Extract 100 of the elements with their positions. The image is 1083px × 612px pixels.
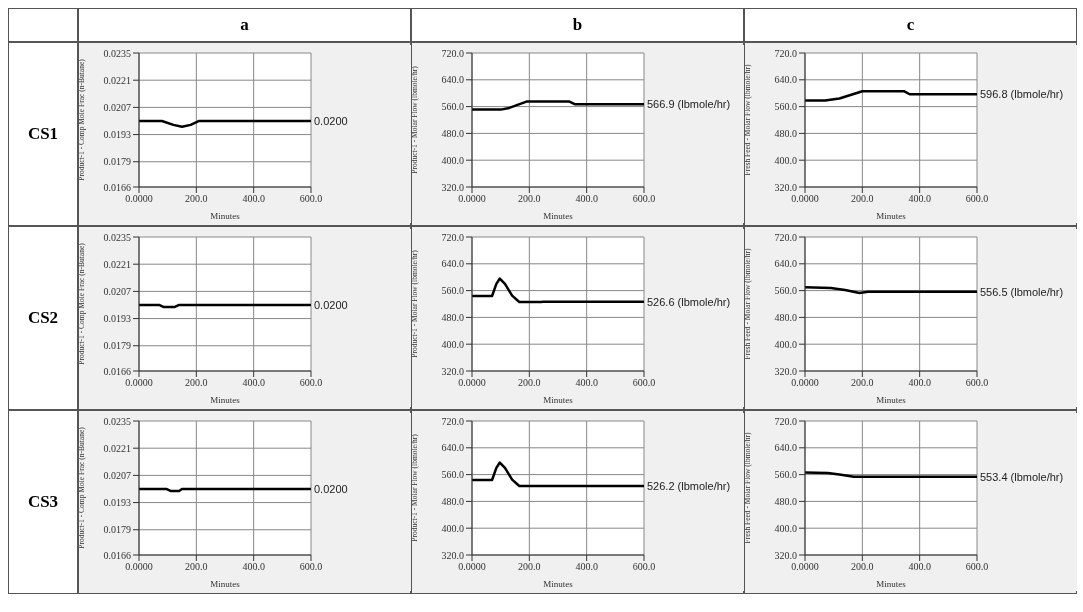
y-tick-label: 560.0 — [441, 469, 464, 481]
y-tick-label: 0.0166 — [103, 365, 131, 377]
x-tick-label: 600.0 — [299, 193, 322, 205]
y-tick-label: 0.0193 — [103, 497, 131, 509]
x-axis-title: Minutes — [209, 395, 240, 405]
x-tick-label: 200.0 — [850, 193, 874, 205]
y-tick-label: 480.0 — [774, 495, 797, 507]
x-axis-title: Minutes — [542, 579, 573, 589]
x-axis-title: Minutes — [875, 211, 906, 221]
x-tick-label: 0.0000 — [457, 377, 486, 389]
data-label: 0.0200 — [313, 298, 348, 311]
y-tick-label: 480.0 — [774, 127, 797, 139]
x-tick-label: 0.0000 — [457, 561, 486, 573]
y-tick-label: 0.0235 — [103, 231, 131, 243]
x-axis-title: Minutes — [209, 211, 240, 221]
x-tick-label: 0.0000 — [790, 377, 819, 389]
x-tick-label: 600.0 — [965, 377, 988, 389]
y-tick-label: 400.0 — [441, 338, 464, 350]
text: CS3 — [27, 492, 59, 512]
x-tick-label: 200.0 — [184, 561, 208, 573]
y-tick-label: 640.0 — [441, 442, 464, 454]
line-series — [804, 89, 977, 102]
data-label: 526.6 (lbmole/hr) — [646, 295, 730, 308]
x-tick-label: 400.0 — [574, 561, 598, 573]
y-tick-label: 640.0 — [441, 74, 464, 86]
x-tick-label: 200.0 — [850, 561, 874, 573]
y-tick-label: 400.0 — [774, 154, 797, 166]
x-tick-label: 600.0 — [632, 561, 655, 573]
y-tick-label: 640.0 — [774, 74, 797, 86]
line-series — [471, 461, 644, 488]
x-tick-label: 0.0000 — [124, 193, 153, 205]
y-tick-label: 720.0 — [774, 47, 797, 59]
y-tick-label: 480.0 — [441, 495, 464, 507]
y-tick-label: 0.0207 — [103, 101, 131, 113]
data-label: 0.0200 — [313, 114, 348, 127]
data-label: 526.2 (lbmole/hr) — [646, 479, 730, 492]
y-tick-label: 0.0179 — [103, 524, 131, 536]
x-tick-label: 600.0 — [299, 561, 322, 573]
x-tick-label: 200.0 — [184, 377, 208, 389]
y-tick-label: 0.0166 — [103, 181, 131, 193]
y-tick-label: 0.0179 — [103, 156, 131, 168]
x-tick-label: 200.0 — [850, 377, 874, 389]
y-tick-label: 0.0207 — [103, 469, 131, 481]
y-tick-label: 0.0221 — [103, 258, 131, 270]
x-tick-label: 600.0 — [299, 377, 322, 389]
x-axis-title: Minutes — [542, 395, 573, 405]
x-tick-label: 400.0 — [574, 377, 598, 389]
x-tick-label: 600.0 — [632, 377, 655, 389]
text: CS1 — [27, 124, 59, 144]
line-series — [471, 277, 644, 304]
data-label: 566.9 (lbmole/hr) — [646, 98, 730, 111]
y-tick-label: 400.0 — [441, 522, 464, 534]
y-tick-label: 320.0 — [441, 549, 464, 561]
line-series — [471, 100, 644, 111]
data-label: 556.5 (lbmole/hr) — [979, 285, 1063, 298]
x-tick-label: 600.0 — [965, 561, 988, 573]
y-tick-label: 560.0 — [774, 469, 797, 481]
x-axis-title: Minutes — [542, 211, 573, 221]
y-tick-label: 0.0235 — [103, 415, 131, 427]
x-axis-title: Minutes — [209, 579, 240, 589]
y-tick-label: 0.0221 — [103, 442, 131, 454]
x-tick-label: 200.0 — [517, 193, 541, 205]
y-tick-label: 400.0 — [774, 338, 797, 350]
x-tick-label: 200.0 — [517, 561, 541, 573]
data-label: 553.4 (lbmole/hr) — [979, 470, 1063, 483]
y-tick-label: 0.0235 — [103, 47, 131, 59]
y-tick-label: 480.0 — [774, 311, 797, 323]
y-tick-label: 560.0 — [774, 101, 797, 113]
y-tick-label: 640.0 — [441, 258, 464, 270]
y-tick-label: 0.0166 — [103, 549, 131, 561]
chart-title: c — [744, 8, 1077, 42]
x-tick-label: 400.0 — [241, 561, 265, 573]
x-tick-label: 400.0 — [241, 193, 265, 205]
y-tick-label: 560.0 — [441, 101, 464, 113]
y-tick-label: 480.0 — [441, 127, 464, 139]
y-tick-label: 320.0 — [774, 365, 797, 377]
y-tick-label: 480.0 — [441, 311, 464, 323]
y-tick-label: 720.0 — [441, 231, 464, 243]
y-tick-label: 640.0 — [774, 258, 797, 270]
x-tick-label: 0.0000 — [124, 561, 153, 573]
y-tick-label: 400.0 — [441, 154, 464, 166]
x-tick-label: 400.0 — [241, 377, 265, 389]
x-tick-label: 0.0000 — [457, 193, 486, 205]
y-tick-label: 720.0 — [441, 415, 464, 427]
y-tick-label: 560.0 — [774, 285, 797, 297]
chart-title: b — [411, 8, 744, 42]
x-tick-label: 0.0000 — [790, 193, 819, 205]
y-tick-label: 560.0 — [441, 285, 464, 297]
chart-title: a — [78, 8, 411, 42]
y-tick-label: 320.0 — [774, 181, 797, 193]
y-tick-label: 0.0221 — [103, 74, 131, 86]
y-tick-label: 320.0 — [441, 181, 464, 193]
x-tick-label: 0.0000 — [790, 561, 819, 573]
data-label: 596.8 (lbmole/hr) — [979, 88, 1063, 101]
x-tick-label: 600.0 — [632, 193, 655, 205]
x-tick-label: 400.0 — [907, 377, 931, 389]
y-tick-label: 720.0 — [774, 231, 797, 243]
y-tick-label: 0.0193 — [103, 313, 131, 325]
x-tick-label: 200.0 — [517, 377, 541, 389]
y-tick-label: 720.0 — [441, 47, 464, 59]
